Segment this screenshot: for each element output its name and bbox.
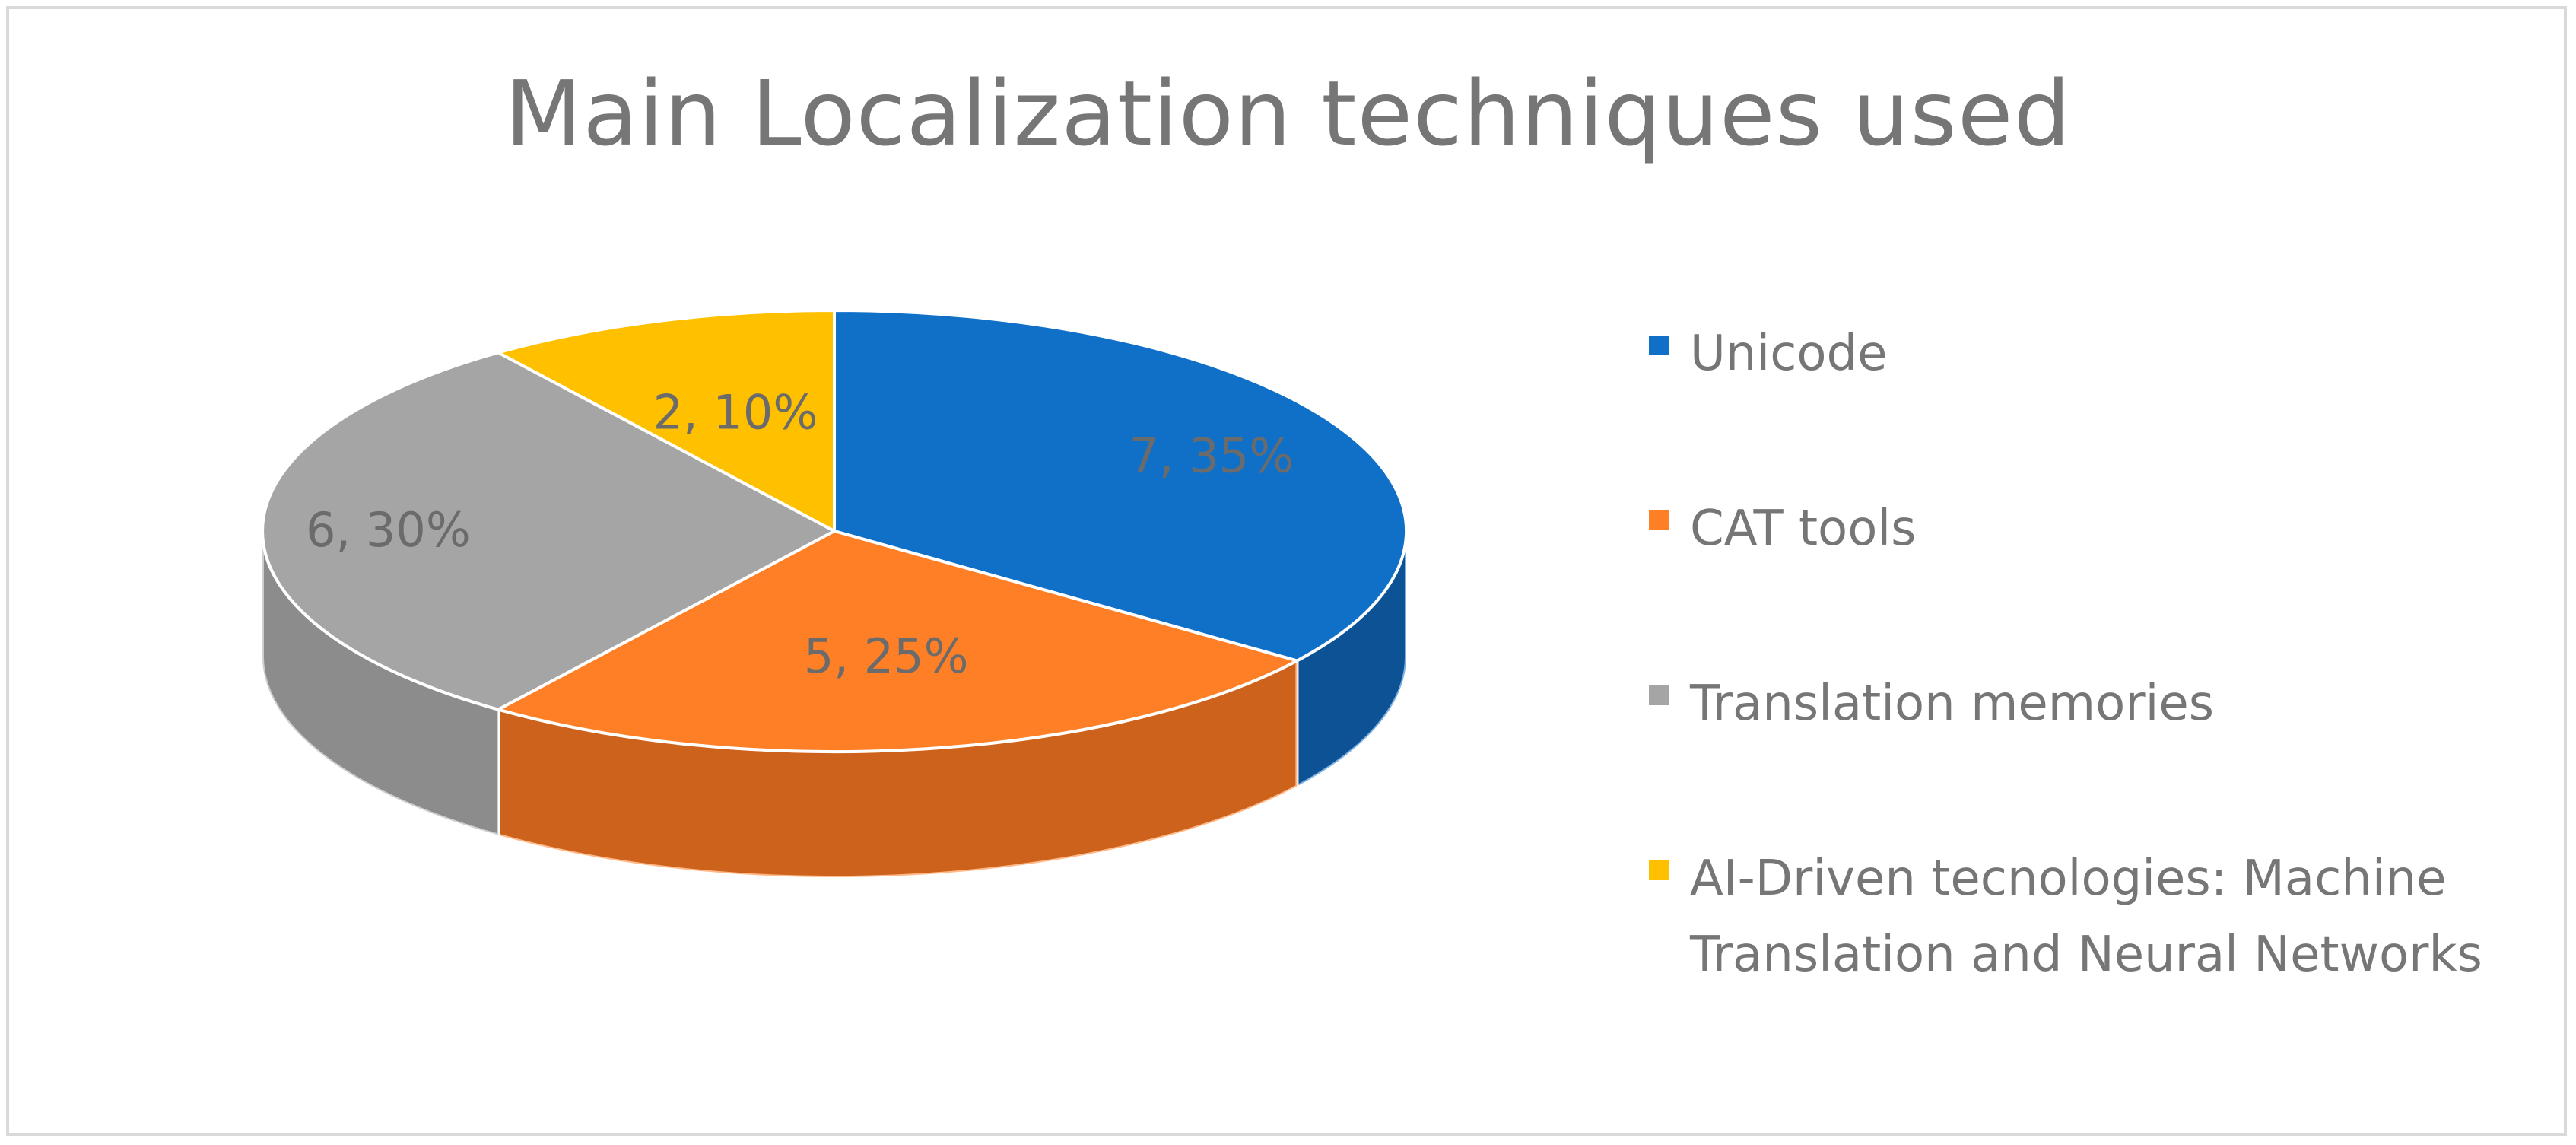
pie-slice-ai-driven-tecnologies <box>497 309 836 533</box>
legend-item-ai-driven: AI-Driven tecnologies: Machine Translati… <box>1649 841 2527 993</box>
data-label-2: 6, 30% <box>306 502 471 558</box>
legend-swatch-unicode <box>1649 336 1669 355</box>
data-label-0: 7, 35% <box>1129 428 1294 484</box>
data-label-3: 2, 10% <box>653 385 818 441</box>
legend-label-ai-driven: AI-Driven tecnologies: Machine Translati… <box>1690 851 2482 983</box>
chart-title: Main Localization techniques used <box>504 61 2072 166</box>
data-label-1: 5, 25% <box>804 628 969 684</box>
legend-item-cat-tools: CAT tools <box>1649 491 2527 567</box>
pie-slice-cat-tools <box>497 530 1299 754</box>
legend-swatch-translation-memories <box>1649 685 1669 705</box>
pie-side-tint-0 <box>1297 531 1406 787</box>
pie-slice-translation-memories <box>261 351 836 711</box>
legend-label-cat-tools: CAT tools <box>1690 501 1917 557</box>
legend-swatch-cat-tools <box>1649 510 1669 530</box>
pie-side-tint-2 <box>262 531 498 835</box>
legend-item-unicode: Unicode <box>1649 316 2527 392</box>
legend-item-translation-memories: Translation memories <box>1649 666 2527 742</box>
legend-label-unicode: Unicode <box>1690 326 1888 382</box>
pie-slice-unicode <box>833 309 1409 663</box>
pie-side-tint-1 <box>498 660 1298 878</box>
legend-label-translation-memories: Translation memories <box>1690 676 2215 732</box>
legend-swatch-ai-driven <box>1649 860 1669 880</box>
